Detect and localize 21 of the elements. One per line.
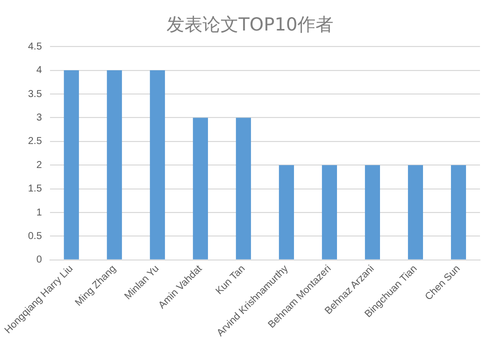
y-tick-label: 1: [36, 207, 42, 218]
bar: [150, 70, 165, 260]
y-tick-label: 3.5: [28, 88, 42, 100]
bar: [192, 118, 208, 260]
bar: [322, 165, 337, 260]
bar: [236, 118, 251, 260]
y-tick-label: 4.5: [28, 41, 42, 52]
y-tick-label: 4: [36, 65, 42, 76]
bar: [64, 70, 79, 260]
bar: [278, 165, 294, 260]
chart-title: 发表论文TOP10作者: [166, 14, 334, 36]
y-tick-label: 0.5: [28, 230, 42, 242]
y-tick-label: 2.5: [28, 136, 42, 148]
bar: [450, 165, 466, 260]
bar: [106, 70, 122, 260]
y-tick-label: 1.5: [28, 184, 42, 195]
bar: [364, 165, 380, 260]
y-tick-label: 3: [36, 112, 42, 124]
y-tick-label: 2: [36, 160, 42, 171]
bar: [408, 165, 424, 260]
y-tick-label: 0: [36, 254, 42, 266]
